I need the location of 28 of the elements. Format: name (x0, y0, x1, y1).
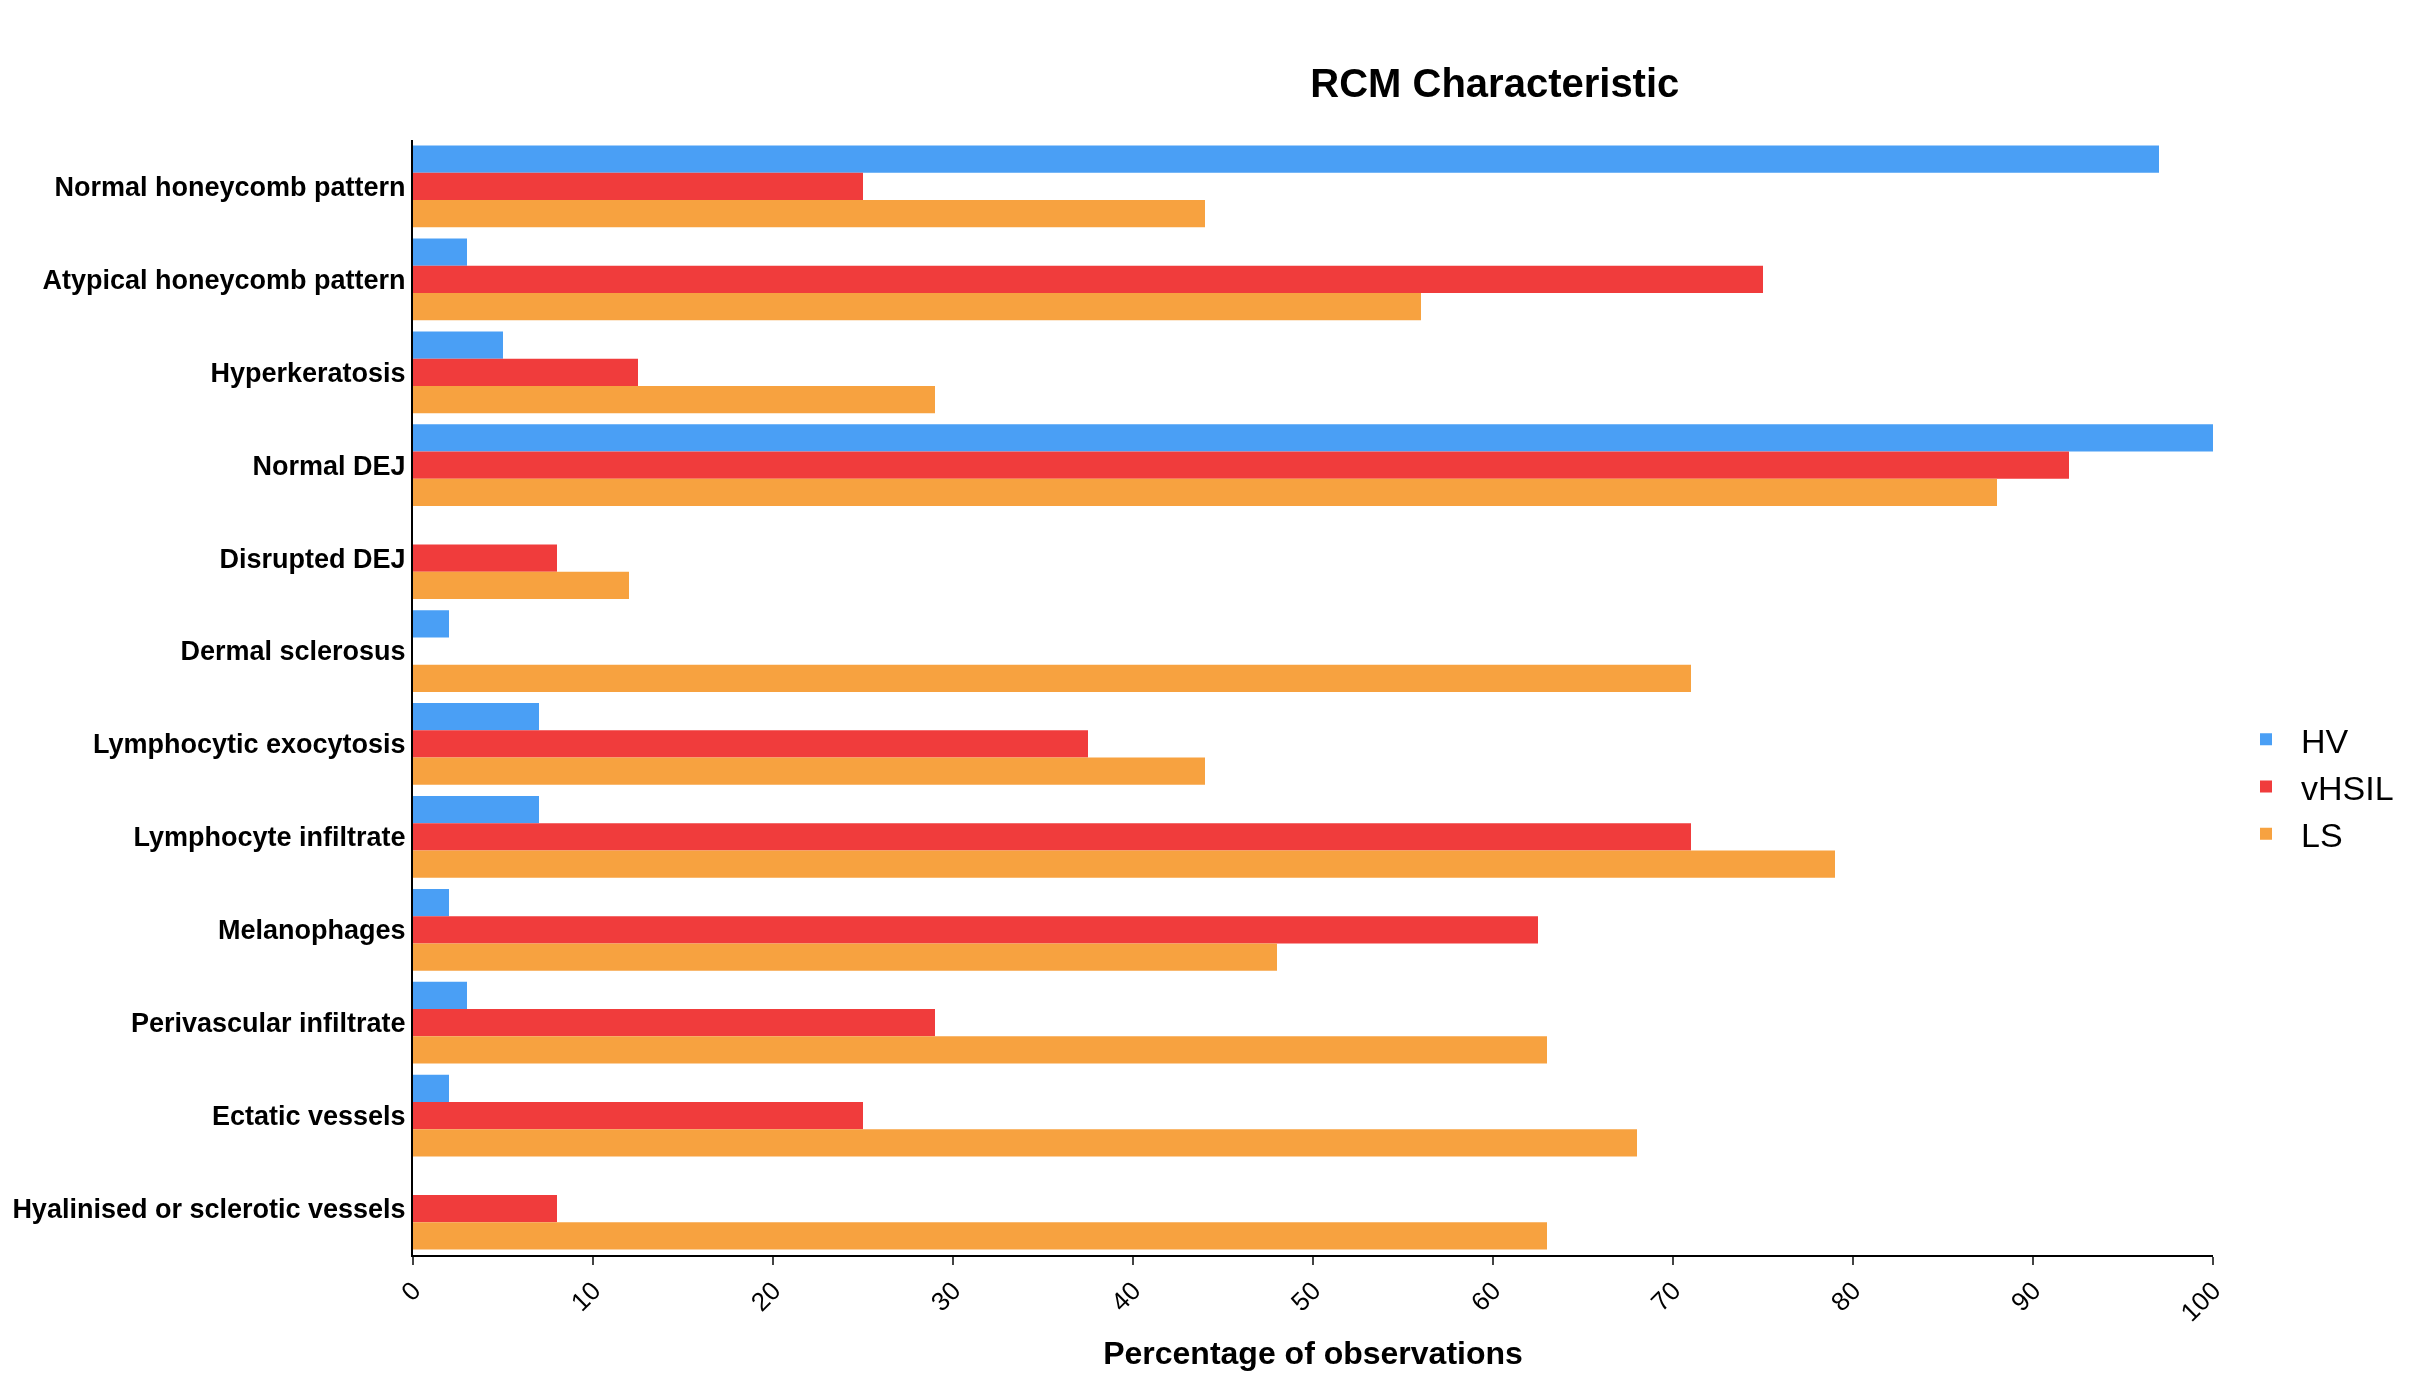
x-tick-label: 60 (1464, 1275, 1507, 1318)
x-tick-label: 100 (2174, 1275, 2227, 1328)
y-tick-label: Dermal sclerosus (180, 636, 406, 667)
y-tick-label: Ectatic vessels (211, 1101, 406, 1132)
legend-label: vHSIL (2301, 768, 2394, 807)
y-tick-label: Disrupted DEJ (219, 543, 406, 574)
y-tick-label: Perivascular infiltrate (130, 1008, 406, 1039)
x-tick-label: 30 (924, 1275, 967, 1318)
y-tick-label: Lymphocytic exocytosis (92, 729, 406, 760)
y-tick-label: Hyalinised or sclerotic vessels (12, 1193, 406, 1224)
y-tick-label: Hyperkeratosis (210, 357, 406, 388)
x-tick-label: 80 (1824, 1275, 1867, 1318)
x-tick-label: 10 (564, 1275, 607, 1318)
y-tick-label: Atypical honeycomb pattern (42, 264, 406, 295)
x-tick-label: 70 (1644, 1275, 1687, 1318)
x-tick-label: 90 (2004, 1275, 2047, 1318)
y-tick-label: Melanophages (218, 915, 406, 946)
x-tick-label: 50 (1284, 1275, 1327, 1318)
x-tick-label: 40 (1104, 1275, 1147, 1318)
x-axis-title: Percentage of observations (1103, 1334, 1523, 1371)
chart-title: RCM Characteristic (1310, 60, 1680, 105)
legend-label: HV (2301, 721, 2349, 760)
y-tick-label: Lymphocyte infiltrate (133, 822, 406, 853)
legend-label: LS (2301, 815, 2343, 854)
y-tick-label: Normal honeycomb pattern (54, 171, 406, 202)
y-tick-label: Normal DEJ (252, 450, 406, 481)
x-tick-label: 0 (394, 1275, 427, 1307)
x-tick-label: 20 (744, 1275, 787, 1318)
